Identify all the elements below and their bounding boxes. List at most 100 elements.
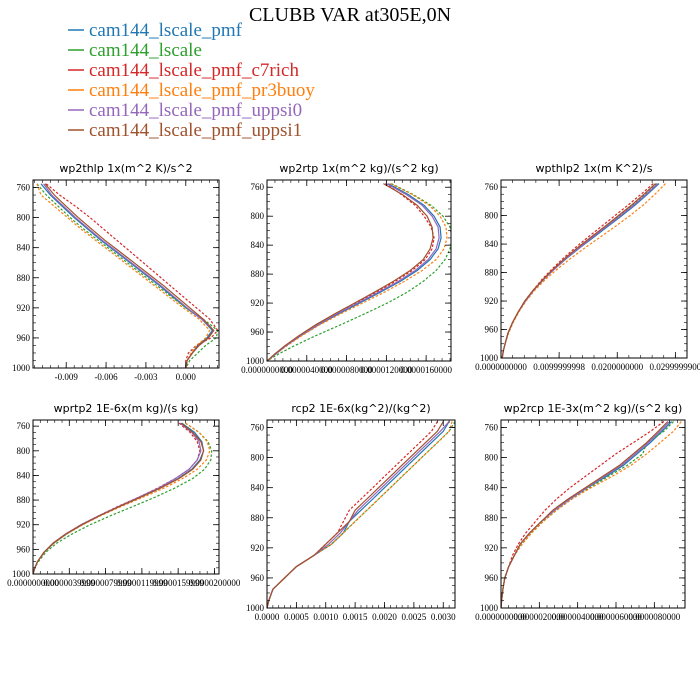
- series-line-cam144_lscale_pmf_uppsi0: [501, 183, 659, 358]
- x-tick-label: 0.0010: [313, 612, 338, 622]
- series-line-cam144_lscale: [36, 183, 219, 368]
- y-tick-label: 960: [251, 573, 265, 583]
- series-line-cam144_lscale_pmf_uppsi1: [267, 183, 434, 361]
- series-line-cam144_lscale: [33, 422, 213, 574]
- panel-3: wpthlp2 1x(m K^2)/s 760 800 840 880 920 960 100…: [475, 162, 700, 372]
- y-tick-label: 840: [251, 240, 265, 250]
- y-tick-label: 800: [485, 453, 499, 463]
- y-tick-label: 1000: [12, 569, 31, 579]
- plot-frame: [266, 419, 456, 609]
- series-line-cam144_lscale_pmf_pr3buoy: [501, 183, 666, 358]
- y-tick-label: 840: [17, 243, 31, 253]
- legend-entry: cam144_lscale_pmf_uppsi0: [89, 100, 302, 121]
- y-tick-label: 880: [251, 513, 265, 523]
- y-tick-label: 920: [17, 303, 31, 313]
- series-line-cam144_lscale_pmf: [501, 183, 660, 358]
- series-line-cam144_lscale_pmf_pr3buoy: [267, 183, 448, 361]
- y-tick-label: 920: [17, 520, 31, 530]
- series-line-cam144_lscale_pmf: [40, 183, 214, 368]
- x-tick-label: 0.0000200000: [189, 578, 241, 588]
- y-tick-label: 800: [485, 211, 499, 221]
- plot-frame: [32, 179, 220, 369]
- x-tick-label: 0.0000039999: [43, 578, 95, 588]
- y-tick-label: 1000: [246, 356, 265, 366]
- series-line-cam144_lscale_pmf: [501, 421, 673, 608]
- series-line-cam144_lscale_pmf_c7rich: [501, 183, 654, 358]
- series-line-cam144_lscale_pmf_uppsi0: [501, 421, 671, 608]
- y-tick-label: 800: [17, 446, 31, 456]
- legend-entry: cam144_lscale_pmf: [89, 20, 243, 41]
- y-tick-label: 880: [17, 495, 31, 505]
- plot-frame: [500, 179, 688, 359]
- y-tick-label: 760: [17, 183, 31, 193]
- y-tick-label: 880: [17, 273, 31, 283]
- y-tick-label: 800: [251, 211, 265, 221]
- y-tick-label: 840: [17, 470, 31, 480]
- x-tick-label: 0.0000080000: [321, 365, 373, 375]
- legend-entry: cam144_lscale_pmf_c7rich: [89, 60, 299, 81]
- series-line-cam144_lscale_pmf: [267, 183, 442, 361]
- x-tick-label: 0.0000080000: [628, 612, 680, 622]
- x-tick-label: 0.0025: [402, 612, 427, 622]
- x-tick-label: 0.0000000000: [475, 612, 527, 622]
- x-tick-label: 0.0000020000: [513, 612, 565, 622]
- y-tick-label: 880: [485, 268, 499, 278]
- y-tick-label: 760: [17, 421, 31, 431]
- legend-entry: cam144_lscale: [89, 40, 202, 61]
- x-tick-label: 0.0000159999: [152, 578, 204, 588]
- series-line-cam144_lscale_pmf_uppsi0: [43, 183, 215, 368]
- series-line-cam144_lscale_pmf_c7rich: [267, 183, 435, 361]
- y-tick-label: 1000: [480, 353, 499, 363]
- panel-title: wpthlp2 1x(m K^2)/s: [536, 162, 653, 175]
- panel-title: rcp2 1E-6x(kg^2)/(kg^2): [291, 402, 430, 415]
- x-tick-label: 0.0000060000: [590, 612, 642, 622]
- series-line-cam144_lscale_pmf_uppsi1: [501, 183, 657, 358]
- x-tick-label: 0.0000040000: [281, 365, 333, 375]
- y-tick-label: 840: [485, 239, 499, 249]
- series-line-cam144_lscale_pmf_pr3buoy: [33, 422, 211, 574]
- plot-frame: [32, 419, 220, 575]
- y-tick-label: 1000: [246, 603, 265, 613]
- x-tick-label: 0.0000000000: [7, 578, 59, 588]
- series-line-cam144_lscale_pmf_uppsi1: [501, 421, 669, 608]
- panel-grid: wp2thlp 1x(m^2 K)/s^2 760 800 840 880 920 960 1…: [7, 162, 700, 622]
- panel-title: wprtp2 1E-6x(m kg)/(s kg): [54, 402, 199, 415]
- x-tick-label: -0.003: [134, 372, 158, 382]
- series-line-cam144_lscale: [501, 183, 658, 358]
- x-tick-label: 0.0000079999: [80, 578, 132, 588]
- y-tick-label: 1000: [480, 603, 499, 613]
- x-tick-label: 0.0000000000: [475, 362, 527, 372]
- y-tick-label: 760: [251, 182, 265, 192]
- y-tick-label: 760: [251, 423, 265, 433]
- series-line-cam144_lscale: [267, 421, 455, 608]
- panel-4: wprtp2 1E-6x(m kg)/(s kg) 760 800 840 880 920…: [7, 402, 241, 588]
- y-tick-label: 800: [17, 213, 31, 223]
- x-tick-label: 0.0000040000: [552, 612, 604, 622]
- series-line-cam144_lscale_pmf: [33, 422, 205, 574]
- series-line-cam144_lscale_pmf_uppsi1: [44, 183, 215, 368]
- y-tick-label: 840: [251, 483, 265, 493]
- x-tick-label: 0.0015: [343, 612, 368, 622]
- y-tick-label: 880: [251, 269, 265, 279]
- series-line-cam144_lscale_pmf_uppsi1: [33, 422, 205, 574]
- series-line-cam144_lscale_pmf_uppsi0: [267, 421, 450, 608]
- series-line-cam144_lscale: [501, 421, 674, 608]
- y-tick-label: 840: [485, 483, 499, 493]
- figure-title: CLUBB VAR at305E,0N: [249, 4, 451, 26]
- x-tick-label: 0.0000000000: [241, 365, 293, 375]
- y-tick-label: 960: [17, 333, 31, 343]
- y-tick-label: 880: [485, 513, 499, 523]
- legend-entry: cam144_lscale_pmf_uppsi1: [89, 120, 302, 141]
- x-tick-label: 0.0020: [372, 612, 397, 622]
- x-tick-label: 0.0299999900: [649, 362, 700, 372]
- series-line-cam144_lscale_pmf_c7rich: [33, 422, 201, 574]
- x-tick-label: 0.0030: [431, 612, 456, 622]
- x-tick-label: 0.0000120000: [360, 365, 412, 375]
- panel-title: wp2thlp 1x(m^2 K)/s^2: [59, 162, 192, 175]
- y-tick-label: 800: [251, 453, 265, 463]
- panel-1: wp2thlp 1x(m^2 K)/s^2 760 800 840 880 920 960 1…: [12, 162, 220, 382]
- y-tick-label: 1000: [12, 363, 31, 373]
- y-tick-label: 960: [485, 325, 499, 335]
- y-tick-label: 920: [485, 543, 499, 553]
